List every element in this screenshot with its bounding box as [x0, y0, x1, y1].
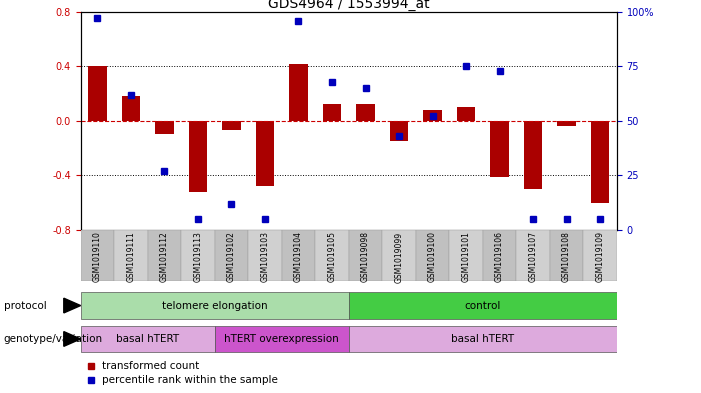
Bar: [81, 230, 114, 281]
Text: basal hTERT: basal hTERT: [451, 334, 515, 344]
Polygon shape: [64, 332, 81, 346]
Bar: [356, 105, 375, 121]
Bar: [315, 230, 349, 281]
Bar: [349, 326, 617, 352]
Text: genotype/variation: genotype/variation: [4, 334, 102, 344]
Bar: [423, 110, 442, 121]
Bar: [222, 121, 240, 130]
Text: control: control: [465, 301, 501, 310]
Text: GSM1019107: GSM1019107: [529, 231, 538, 283]
Bar: [517, 230, 550, 281]
Bar: [148, 230, 181, 281]
Bar: [215, 326, 349, 352]
Bar: [416, 230, 449, 281]
Bar: [457, 107, 475, 121]
Bar: [524, 121, 543, 189]
Text: GSM1019111: GSM1019111: [126, 231, 135, 282]
Bar: [189, 121, 207, 192]
Text: GSM1019100: GSM1019100: [428, 231, 437, 283]
Bar: [88, 66, 107, 121]
Bar: [81, 326, 215, 352]
Bar: [81, 292, 349, 319]
Polygon shape: [64, 298, 81, 313]
Text: GSM1019103: GSM1019103: [261, 231, 269, 283]
Text: basal hTERT: basal hTERT: [116, 334, 179, 344]
Text: GSM1019108: GSM1019108: [562, 231, 571, 282]
Text: protocol: protocol: [4, 301, 46, 310]
Text: percentile rank within the sample: percentile rank within the sample: [102, 375, 278, 385]
Text: GSM1019112: GSM1019112: [160, 231, 169, 282]
Text: GSM1019110: GSM1019110: [93, 231, 102, 282]
Bar: [248, 230, 282, 281]
Text: GSM1019101: GSM1019101: [461, 231, 470, 282]
Bar: [122, 96, 140, 121]
Bar: [349, 292, 617, 319]
Bar: [349, 230, 382, 281]
Bar: [591, 121, 609, 203]
Bar: [583, 230, 617, 281]
Bar: [290, 64, 308, 121]
Text: GSM1019105: GSM1019105: [327, 231, 336, 283]
Text: GSM1019106: GSM1019106: [495, 231, 504, 283]
Bar: [483, 230, 517, 281]
Bar: [557, 121, 576, 126]
Text: transformed count: transformed count: [102, 362, 199, 371]
Bar: [491, 121, 509, 177]
Bar: [215, 230, 248, 281]
Text: GSM1019099: GSM1019099: [395, 231, 404, 283]
Text: GSM1019098: GSM1019098: [361, 231, 370, 283]
Bar: [322, 105, 341, 121]
Text: GSM1019102: GSM1019102: [227, 231, 236, 282]
Text: telomere elongation: telomere elongation: [162, 301, 268, 310]
Text: GSM1019109: GSM1019109: [596, 231, 605, 283]
Bar: [449, 230, 483, 281]
Text: GSM1019104: GSM1019104: [294, 231, 303, 283]
Bar: [550, 230, 583, 281]
Bar: [155, 121, 174, 134]
Bar: [114, 230, 148, 281]
Text: GSM1019113: GSM1019113: [193, 231, 203, 282]
Title: GDS4964 / 1553994_at: GDS4964 / 1553994_at: [268, 0, 430, 11]
Bar: [282, 230, 315, 281]
Bar: [382, 230, 416, 281]
Bar: [256, 121, 274, 186]
Bar: [181, 230, 215, 281]
Bar: [390, 121, 408, 141]
Text: hTERT overexpression: hTERT overexpression: [224, 334, 339, 344]
